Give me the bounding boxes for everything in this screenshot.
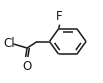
Text: Cl: Cl: [3, 37, 15, 50]
Text: O: O: [22, 60, 31, 73]
Text: F: F: [56, 10, 63, 23]
